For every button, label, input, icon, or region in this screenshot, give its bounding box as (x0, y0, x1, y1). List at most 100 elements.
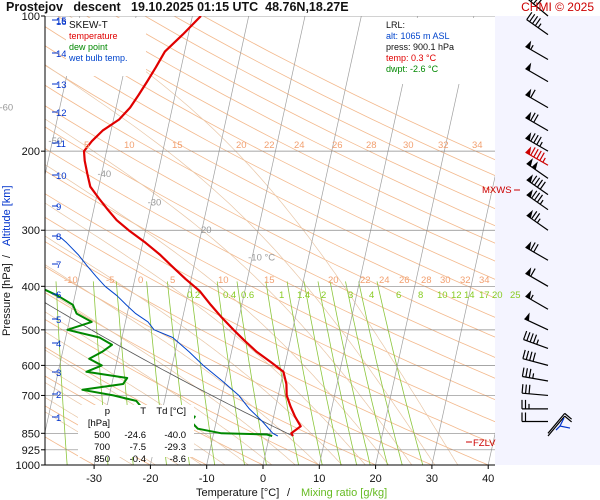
wind-barb-full (529, 13, 536, 23)
wind-barb-full (533, 243, 539, 253)
wind-barb-staff (525, 117, 549, 132)
wind-barb-full (529, 333, 534, 343)
table-cell-p: 500 (94, 430, 110, 441)
wind-barb-pennant (525, 146, 532, 155)
wind-barb (521, 399, 548, 410)
fzlv-label: FZLV (473, 438, 496, 449)
wind-barb-full (525, 350, 530, 360)
mixing-ratio-label: 1 (279, 290, 284, 301)
wind-barb-full (539, 181, 546, 190)
altitude-tick-label: 13 (56, 80, 67, 91)
wind-barb-pennant (525, 241, 532, 250)
x-axis-label-sep: / (287, 487, 291, 499)
adiabat-label: 30 (440, 275, 451, 286)
moist-adiabat-line (45, 118, 413, 465)
wind-barb-full (530, 242, 536, 251)
table-cell-p: 700 (94, 442, 110, 453)
wind-barb-full (536, 150, 542, 160)
wind-barb-pennant (526, 174, 533, 183)
mixing-ratio-label: 12 (451, 290, 462, 301)
wind-barb-pennant (525, 290, 532, 299)
legend-item-dewpoint: dew point (69, 42, 108, 52)
wind-barb (525, 290, 549, 310)
isotherm-line (45, 16, 81, 177)
wind-barb-full (523, 330, 528, 340)
adiabat-label: 22 (264, 140, 275, 151)
table-cell-t: -7.5 (129, 442, 146, 453)
adiabat-label: 34 (472, 140, 483, 151)
mixing-ratio-label: 0.4 (223, 290, 236, 301)
dry-adiabat-line (45, 216, 495, 445)
pressure-tick-label: 300 (22, 225, 40, 237)
dry-adiabat-line (45, 26, 495, 262)
isotherm-label: -10 °C (248, 252, 275, 263)
wind-barb-pennant (525, 40, 532, 50)
wind-barb-pennant (531, 161, 538, 170)
wind-barb-full (529, 351, 533, 361)
table-row: 700 -7.5 -29.3 (80, 442, 192, 454)
dry-adiabat-line (45, 193, 495, 423)
mixing-ratio-label: 1.4 (297, 290, 310, 301)
wind-barb-half (539, 141, 543, 147)
wind-barb-half (536, 339, 539, 345)
isotherm-label: -30 (148, 197, 162, 208)
summary-table-header: p [hPa] T Td [°C] (80, 406, 192, 430)
dewpoint-series (45, 288, 273, 437)
dry-adiabat-line (45, 45, 495, 280)
wind-barb (525, 40, 549, 61)
wind-barb-staff (525, 295, 549, 310)
wind-barb (524, 312, 549, 331)
wind-barb-full (539, 152, 545, 161)
wind-barb (525, 146, 549, 166)
wind-barb-full (536, 179, 544, 188)
table-row: 850 -0.4 -8.6 (80, 454, 192, 466)
wind-barb-full (530, 89, 536, 98)
temperature-tick-label: 10 (313, 473, 325, 485)
dry-adiabat-line (45, 126, 495, 358)
adiabat-label: 24 (379, 275, 390, 286)
wind-barb-staff (523, 338, 549, 349)
wind-barb-pennant (525, 111, 532, 121)
wind-barb-full (536, 194, 544, 203)
mixing-ratio-label: 4 (369, 290, 374, 301)
wind-barb-full (526, 332, 531, 341)
isotherm-line (431, 175, 495, 465)
wind-barb-pennant (525, 62, 532, 72)
altitude-tick-label: 1 (56, 413, 61, 424)
mixing-ratio-label: 17 (479, 290, 490, 301)
wind-barb-full (531, 211, 538, 220)
adiabat-label: 5 (84, 140, 89, 151)
dry-adiabat-line (45, 241, 490, 465)
wind-barb (526, 189, 549, 211)
lrl-title: LRL: (386, 20, 406, 30)
pressure-tick-label: 400 (22, 281, 40, 293)
dry-adiabat-line (45, 84, 495, 318)
adiabat-label: 5 (170, 275, 175, 286)
table-cell-p: 850 (94, 454, 110, 465)
wind-barb-staff (526, 19, 549, 36)
moist-adiabat-line (45, 164, 390, 465)
table-header-td: Td [°C] (156, 406, 186, 417)
adiabat-label: 32 (460, 275, 471, 286)
pressure-tick-label: 700 (22, 390, 40, 402)
table-row: 500 -24.6 -40.0 (80, 430, 192, 442)
wind-barb-half (537, 23, 542, 29)
wind-barb (521, 367, 549, 382)
wind-barb-staff (525, 272, 549, 287)
wind-barb-full (528, 384, 531, 394)
table-header-t: T (140, 406, 146, 417)
chart-title: Prostejov descent 19.10.2025 01:15 UTC 4… (6, 0, 349, 14)
temperature-tick-label: -30 (86, 473, 102, 485)
mxws-label: MXWS (482, 185, 512, 196)
wind-barb-full (530, 268, 536, 277)
adiabat-label: -10 (64, 275, 78, 286)
moist-adiabat-line (45, 64, 436, 465)
adiabat-label: 20 (236, 140, 247, 151)
pressure-tick-label: 100 (22, 11, 40, 23)
moist-adiabat-line (45, 349, 226, 465)
adiabat-label: 22 (360, 275, 371, 286)
table-cell-t: -24.6 (124, 430, 146, 441)
wind-barb-full (522, 349, 526, 359)
pressure-tick-label: 850 (22, 428, 40, 440)
legend-item-temperature: temperature (69, 31, 118, 41)
